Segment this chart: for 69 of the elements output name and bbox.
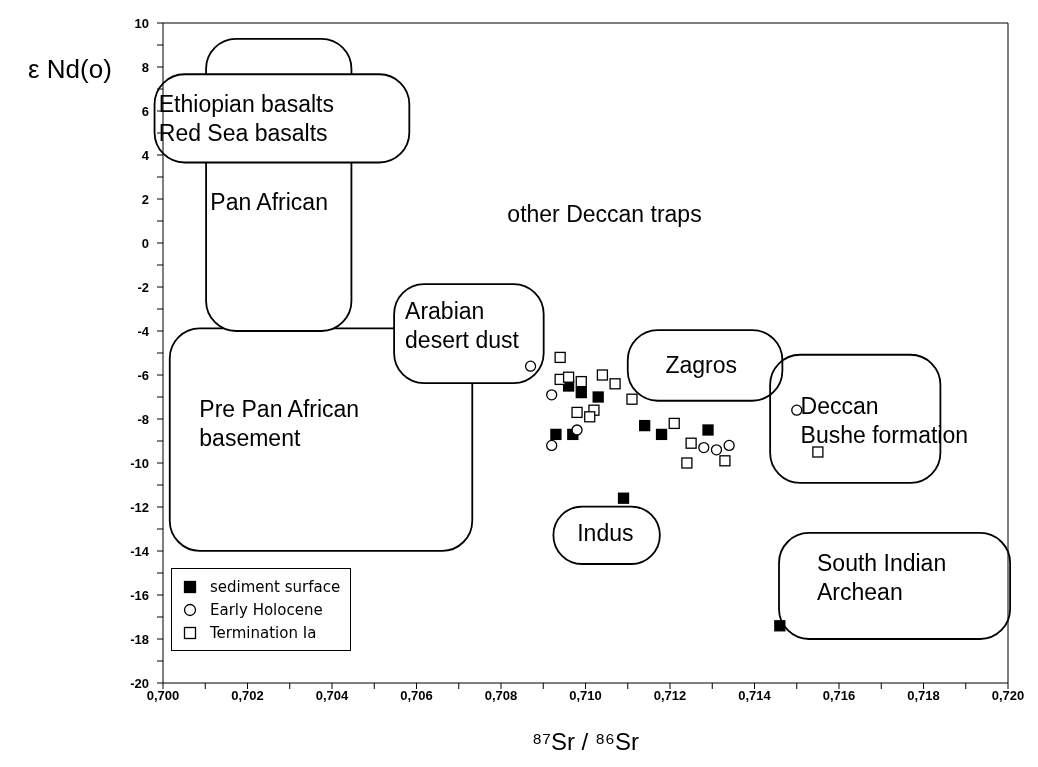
- point: [681, 457, 693, 469]
- x-tick-label: 0,700: [146, 688, 180, 704]
- y-tick-label: -2: [137, 279, 149, 295]
- y-tick-label: -4: [137, 323, 150, 339]
- point: [575, 375, 587, 388]
- point: [655, 428, 668, 441]
- point: [562, 371, 575, 383]
- x-tick-label: 0,704: [315, 688, 350, 704]
- y-axis-title: ε Nd(o): [28, 54, 112, 84]
- y-tick-label: 10: [134, 15, 149, 31]
- point: [626, 393, 638, 405]
- annotation: Ethiopian basalts Red Sea basalts: [158, 91, 334, 147]
- legend-label: Termination Ia: [210, 623, 317, 642]
- x-tick-label: 0,710: [569, 688, 602, 704]
- point: [546, 389, 558, 401]
- x-tick-label: 0,718: [907, 688, 940, 704]
- point: [546, 439, 558, 452]
- y-tick-label: -8: [137, 411, 149, 427]
- point: [719, 455, 731, 467]
- annotation: Indus: [577, 520, 634, 547]
- x-tick-label: 0,712: [653, 688, 687, 704]
- y-tick-label: 6: [141, 103, 149, 119]
- point: [702, 424, 714, 436]
- legend-label: sediment surface: [210, 577, 341, 596]
- y-tick-label: 8: [141, 59, 149, 75]
- x-axis-title: ⁸⁷Sr / ⁸⁶Sr: [532, 728, 639, 755]
- point: [710, 444, 723, 456]
- point: [698, 441, 710, 454]
- y-tick-label: -20: [130, 675, 149, 691]
- y-tick-label: 4: [141, 147, 150, 163]
- y-tick-label: -16: [130, 587, 149, 603]
- point: [575, 386, 587, 399]
- x-tick-label: 0,702: [231, 688, 264, 704]
- point: [609, 378, 621, 390]
- y-tick-label: -14: [130, 543, 150, 559]
- annotation: South Indian Archean: [817, 549, 947, 605]
- legend-label: Early Holocene: [210, 600, 323, 619]
- y-tick-label: 2: [141, 191, 149, 207]
- annotation: Pre Pan African basement: [199, 395, 360, 451]
- point: [524, 360, 537, 372]
- point: [550, 428, 562, 441]
- point: [639, 419, 651, 432]
- point: [592, 391, 604, 403]
- x-tick-label: 0,714: [738, 688, 772, 704]
- x-tick-label: 0,720: [991, 688, 1025, 704]
- x-tick-label: 0,706: [400, 688, 433, 704]
- point: [596, 369, 609, 381]
- annotation: Zagros: [665, 352, 738, 379]
- y-tick-label: -6: [137, 367, 149, 383]
- y-tick-label: -12: [130, 499, 149, 515]
- annotation: Pan African: [210, 189, 328, 216]
- y-tick-label: -18: [130, 631, 149, 647]
- y-tick-label: 0: [141, 235, 149, 251]
- point: [774, 620, 786, 632]
- point: [812, 446, 824, 458]
- x-tick-label: 0,708: [484, 688, 518, 704]
- point: [554, 351, 566, 364]
- annotation: other Deccan traps: [507, 201, 702, 228]
- y-tick-label: -10: [130, 455, 149, 471]
- x-tick-label: 0,716: [822, 688, 856, 704]
- point: [685, 437, 697, 449]
- point: [617, 492, 630, 504]
- point: [571, 424, 583, 436]
- point: [584, 411, 596, 423]
- annotation: Arabian desert dust: [405, 298, 520, 353]
- point: [668, 417, 680, 430]
- point: [723, 439, 735, 452]
- point: [791, 404, 803, 416]
- point: [571, 406, 583, 419]
